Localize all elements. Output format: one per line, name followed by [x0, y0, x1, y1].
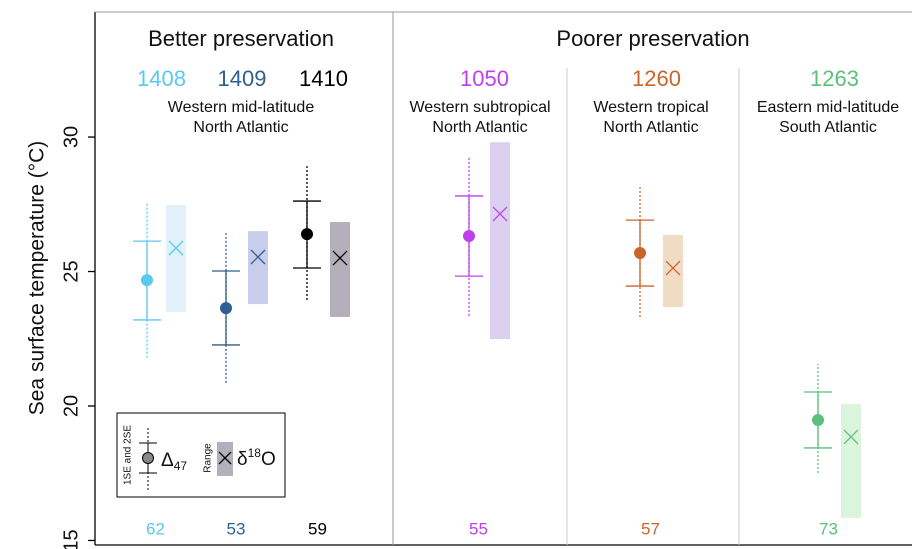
n-label: 73 [819, 519, 838, 538]
d18o-mean [843, 429, 859, 445]
site-label: 1410 [299, 66, 348, 91]
legend-label: 1SE and 2SE [123, 425, 134, 485]
clumped-mean [141, 274, 153, 287]
region-label: Western subtropical [409, 99, 550, 116]
region-label: North Atlantic [193, 119, 288, 136]
legend-label: Δ [161, 450, 174, 471]
site-label: 1050 [460, 66, 509, 91]
region-label: South Atlantic [779, 119, 877, 136]
site-label: 1409 [218, 66, 267, 91]
region-label: North Atlantic [603, 119, 698, 136]
clumped-mean [634, 246, 646, 259]
legend-label: 47 [174, 459, 188, 473]
d18o-mean [250, 249, 266, 265]
d18o-range [330, 222, 350, 317]
site-label: 1263 [810, 66, 859, 91]
y-axis-label: Sea surface temperature (°C) [26, 141, 49, 416]
d18o-range [166, 205, 186, 312]
legend-symbol [217, 442, 233, 476]
y-tick-label: 25 [60, 260, 82, 282]
clumped-mean [220, 302, 232, 315]
d18o-range [663, 234, 683, 308]
n-label: 59 [308, 519, 327, 538]
region-label: North Atlantic [432, 119, 527, 136]
legend-label: O [261, 449, 276, 470]
legend-label: δ [237, 449, 248, 470]
clumped-mean [812, 413, 824, 426]
n-label: 53 [227, 519, 246, 538]
region-label: Western mid-latitude [168, 99, 315, 116]
region-label: Western tropical [593, 99, 708, 116]
d18o-range [490, 142, 510, 340]
legend-symbol [142, 452, 154, 464]
legend-label: Range [203, 443, 214, 473]
group-label: Better preservation [148, 26, 334, 51]
legend-label: Δ47 [161, 450, 187, 473]
legend-label: δ18O [237, 446, 276, 470]
site-label: 1408 [137, 66, 186, 91]
d18o-range [841, 404, 861, 518]
y-tick-label: 15 [60, 529, 82, 549]
d18o-mean [665, 260, 681, 276]
y-tick-label: 30 [60, 126, 82, 148]
n-label: 62 [146, 519, 165, 538]
d18o-mean [332, 250, 348, 266]
d18o-mean [168, 240, 184, 256]
legend-label: 18 [248, 446, 262, 460]
region-label: Eastern mid-latitude [757, 99, 899, 116]
d18o-range [248, 231, 268, 305]
group-label: Poorer preservation [556, 26, 749, 51]
site-label: 1260 [632, 66, 681, 91]
clumped-mean [463, 230, 475, 243]
y-tick-label: 20 [60, 395, 82, 417]
legend-symbol [218, 451, 232, 465]
n-label: 57 [641, 519, 660, 538]
n-label: 55 [469, 519, 488, 538]
d18o-mean [492, 206, 508, 222]
clumped-mean [301, 228, 313, 241]
